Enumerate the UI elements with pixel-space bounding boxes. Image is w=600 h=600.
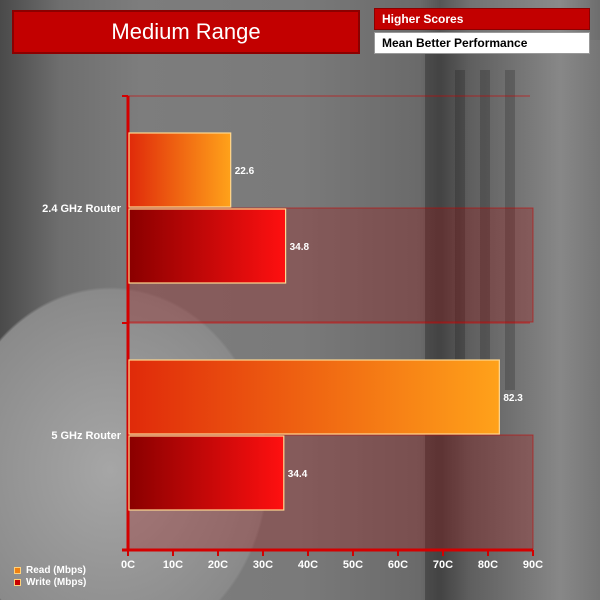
bar-read: [128, 359, 500, 435]
note-better-performance: Mean Better Performance: [374, 32, 590, 54]
x-tick-label: 0C: [121, 559, 135, 571]
background-vent: [480, 70, 490, 390]
bar-write: [128, 435, 285, 511]
legend-swatch-read: [14, 566, 21, 574]
background-vent: [455, 70, 465, 390]
category-label: 5 GHz Router: [51, 430, 121, 442]
x-tick-label: 40C: [298, 559, 318, 571]
legend-label-write: Write (Mbps): [26, 576, 87, 588]
x-tick-label: 70C: [433, 559, 453, 571]
bar-value-label: 22.6: [235, 166, 255, 177]
background-vent: [505, 70, 515, 390]
x-tick-label: 80C: [478, 559, 498, 571]
note-higher-scores: Higher Scores: [374, 8, 590, 30]
bar-read: [128, 132, 232, 208]
legend-item-write: Write (Mbps): [14, 576, 86, 588]
x-tick-label: 60C: [388, 559, 408, 571]
chart-title: Medium Range: [12, 10, 360, 54]
bar-value-label: 34.4: [288, 469, 308, 480]
x-tick-label: 90C: [523, 559, 543, 571]
category-label: 2.4 GHz Router: [42, 203, 122, 215]
legend-item-read: Read (Mbps): [14, 564, 86, 576]
x-tick-label: 30C: [253, 559, 273, 571]
x-tick-label: 50C: [343, 559, 363, 571]
bar-value-label: 82.3: [503, 393, 523, 404]
x-tick-label: 10C: [163, 559, 183, 571]
x-tick-label: 20C: [208, 559, 228, 571]
bar-write: [128, 208, 287, 284]
legend: Read (Mbps) Write (Mbps): [14, 564, 86, 588]
background-panel: [425, 40, 600, 600]
legend-label-read: Read (Mbps): [26, 564, 86, 576]
bar-value-label: 34.8: [290, 242, 310, 253]
legend-swatch-write: [14, 578, 21, 586]
